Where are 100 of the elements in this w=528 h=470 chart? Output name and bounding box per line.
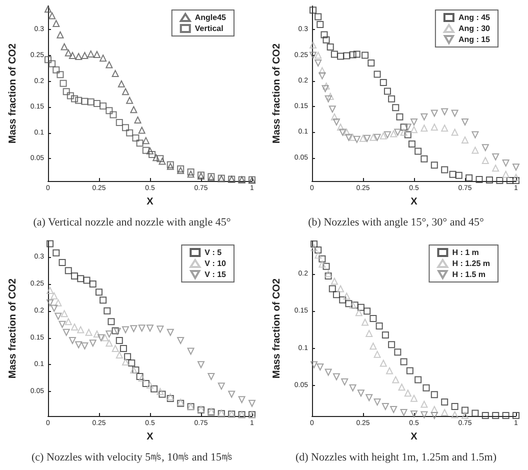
point bbox=[390, 406, 398, 414]
point bbox=[349, 134, 356, 141]
point bbox=[355, 309, 362, 316]
point bbox=[476, 176, 483, 183]
point bbox=[87, 98, 94, 106]
point bbox=[132, 134, 140, 142]
point bbox=[118, 80, 125, 88]
point bbox=[142, 137, 150, 144]
point bbox=[166, 395, 174, 402]
point bbox=[472, 410, 479, 417]
point bbox=[404, 124, 412, 131]
point bbox=[50, 304, 58, 312]
point bbox=[116, 336, 123, 344]
point bbox=[328, 106, 336, 113]
point bbox=[52, 249, 60, 256]
point bbox=[420, 155, 428, 162]
point bbox=[492, 153, 500, 160]
point bbox=[430, 162, 438, 169]
point bbox=[83, 276, 90, 284]
point bbox=[71, 272, 78, 280]
point bbox=[406, 367, 414, 374]
point bbox=[314, 252, 322, 259]
point bbox=[430, 391, 438, 398]
legend-label: Ang : 15 bbox=[458, 35, 491, 44]
point bbox=[506, 176, 514, 184]
point bbox=[502, 170, 510, 178]
point bbox=[400, 124, 408, 131]
point bbox=[44, 56, 52, 64]
point bbox=[374, 398, 381, 406]
point bbox=[400, 358, 408, 366]
point bbox=[332, 373, 340, 380]
point bbox=[343, 292, 350, 300]
point bbox=[310, 240, 318, 248]
point bbox=[404, 131, 412, 138]
point bbox=[66, 92, 74, 100]
point bbox=[360, 134, 366, 142]
point bbox=[486, 176, 493, 184]
point bbox=[126, 96, 134, 104]
point bbox=[410, 394, 418, 402]
point bbox=[339, 128, 346, 136]
point bbox=[87, 50, 94, 58]
point bbox=[345, 134, 352, 141]
point bbox=[122, 326, 130, 334]
text: (a) Vertical nozzle and nozzle with angle 45° bbox=[33, 216, 231, 228]
point bbox=[502, 160, 510, 167]
point bbox=[134, 116, 142, 124]
point bbox=[44, 6, 52, 13]
point bbox=[414, 376, 422, 384]
point bbox=[112, 345, 119, 352]
point bbox=[158, 158, 166, 165]
point bbox=[187, 168, 194, 176]
point bbox=[396, 113, 404, 120]
y-axis-title: Mass fraction of CO2 bbox=[8, 278, 18, 379]
legend-label: V : 5 bbox=[204, 248, 222, 257]
point bbox=[324, 368, 332, 376]
point bbox=[441, 408, 448, 416]
point bbox=[128, 360, 136, 367]
point bbox=[337, 124, 344, 131]
point bbox=[187, 348, 194, 355]
point bbox=[380, 78, 387, 86]
point bbox=[384, 131, 391, 138]
point bbox=[430, 110, 438, 117]
point bbox=[318, 67, 326, 74]
point bbox=[502, 412, 510, 419]
point bbox=[64, 318, 72, 326]
point bbox=[455, 172, 462, 179]
point bbox=[322, 36, 330, 44]
point bbox=[310, 42, 317, 49]
point bbox=[420, 411, 428, 418]
point bbox=[482, 144, 489, 152]
point bbox=[320, 31, 328, 38]
point bbox=[85, 328, 92, 336]
point bbox=[384, 88, 391, 95]
point bbox=[353, 136, 360, 143]
point bbox=[362, 318, 369, 326]
legend-label: H : 1 m bbox=[452, 248, 479, 257]
x-axis-title: X bbox=[146, 196, 154, 208]
point bbox=[148, 150, 156, 158]
point bbox=[136, 140, 144, 147]
point bbox=[122, 88, 130, 96]
point bbox=[441, 108, 448, 116]
point bbox=[93, 50, 100, 58]
point bbox=[394, 348, 402, 356]
point bbox=[451, 411, 458, 418]
point bbox=[430, 124, 438, 131]
point bbox=[102, 334, 109, 342]
point bbox=[54, 312, 62, 320]
x-axis-title: X bbox=[410, 432, 418, 442]
point bbox=[126, 129, 134, 136]
point bbox=[410, 126, 418, 134]
point bbox=[100, 296, 107, 304]
point bbox=[322, 262, 330, 270]
point bbox=[318, 72, 326, 80]
point bbox=[330, 113, 338, 120]
point bbox=[116, 119, 123, 126]
point bbox=[420, 400, 428, 408]
point bbox=[337, 52, 344, 60]
point bbox=[441, 166, 448, 174]
point bbox=[310, 361, 318, 368]
point bbox=[110, 111, 117, 118]
